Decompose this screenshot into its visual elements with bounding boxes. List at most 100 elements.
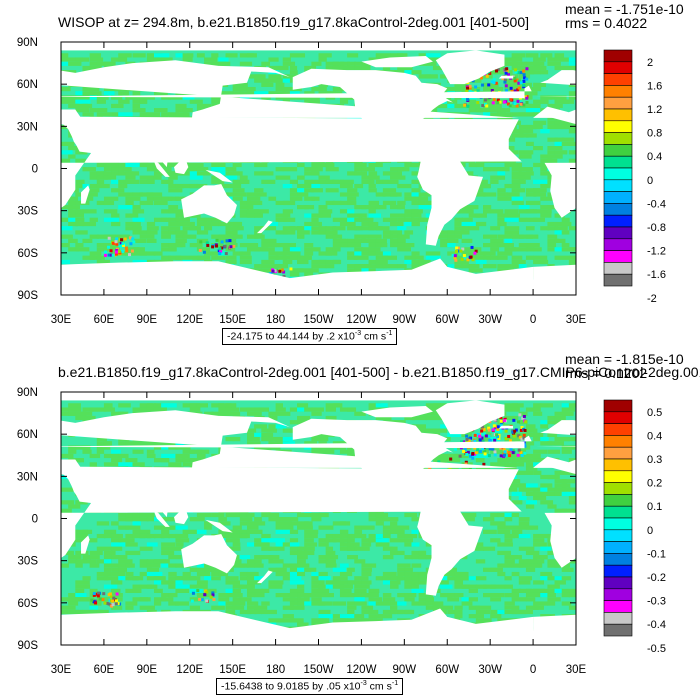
top-hotspot-cell	[470, 245, 474, 249]
bottom-ocean-cell	[118, 555, 128, 560]
top-ocean-cell	[533, 65, 547, 71]
top-ocean-cell	[411, 221, 420, 227]
top-x-tick-label: 30E	[51, 314, 72, 326]
top-ocean-cell	[68, 247, 80, 252]
bottom-colorbar-swatch	[603, 541, 633, 554]
top-ocean-cell	[497, 108, 511, 113]
bottom-ocean-cell	[533, 605, 544, 610]
bottom-ocean-cell	[504, 462, 518, 467]
top-ocean-cell	[447, 242, 456, 248]
top-ocean-cell	[418, 259, 431, 265]
top-ocean-cell	[461, 171, 474, 176]
top-ocean-cell	[96, 242, 110, 248]
bottom-hotspot-cell	[496, 428, 500, 432]
top-ocean-cell	[239, 205, 254, 210]
bottom-land-arctic-islands	[361, 406, 433, 418]
bottom-hotspot-cell	[211, 593, 215, 597]
top-ocean-cell	[518, 150, 534, 155]
top-colorbar-label: -0.4	[647, 198, 666, 210]
top-ocean-cell	[339, 61, 350, 66]
top-ocean-cell	[504, 57, 517, 62]
bottom-land-uk	[61, 435, 532, 449]
top-ocean-cell	[275, 230, 288, 235]
top-ocean-cell	[68, 200, 82, 206]
bottom-ocean-cell	[404, 597, 415, 602]
top-ocean-cell	[332, 226, 346, 231]
bottom-hotspot-cell	[102, 592, 106, 596]
top-ocean-cell	[118, 234, 130, 239]
top-ocean-cell	[332, 91, 343, 96]
top-ocean-cell	[225, 167, 237, 172]
top-ocean-cell	[318, 91, 332, 96]
top-ocean-cell	[132, 247, 145, 252]
top-ocean-cell	[375, 205, 387, 210]
top-ocean-cell	[261, 95, 271, 100]
bottom-ocean-cell	[325, 580, 340, 585]
bottom-hotspot-cell	[487, 428, 491, 432]
top-hotspot-cell	[523, 76, 527, 80]
top-ocean-cell	[540, 259, 549, 265]
top-ocean-cell	[175, 230, 188, 235]
top-ocean-cell	[297, 188, 312, 193]
top-ocean-cell	[382, 65, 391, 71]
bottom-ocean-cell	[254, 407, 265, 412]
top-ocean-cell	[561, 217, 570, 222]
top-ocean-cell	[239, 61, 253, 66]
bottom-ocean-cell	[111, 521, 119, 526]
bottom-ocean-cell	[254, 609, 263, 615]
top-ocean-cell	[454, 82, 468, 87]
top-ocean-cell	[475, 259, 487, 265]
top-x-tick-label: 30W	[478, 314, 502, 326]
bottom-ocean-cell	[246, 411, 262, 416]
bottom-ocean-cell	[361, 609, 373, 615]
bottom-ocean-cell	[254, 592, 265, 598]
top-ocean-cell	[289, 226, 303, 231]
top-ocean-cell	[347, 188, 358, 193]
bottom-ocean-cell	[75, 559, 87, 564]
top-hotspot-cell	[211, 245, 215, 249]
bottom-ocean-cell	[161, 542, 176, 547]
top-ocean-cell	[153, 200, 168, 206]
top-hotspot-cell	[519, 102, 523, 106]
bottom-ocean-cell	[418, 601, 429, 606]
top-ocean-cell	[497, 116, 509, 121]
top-ocean-cell	[153, 251, 163, 256]
top-land-borneo	[689, 159, 700, 174]
bottom-ocean-cell	[225, 512, 234, 518]
bottom-ocean-cell	[554, 508, 568, 513]
top-ocean-cell	[146, 226, 159, 231]
bottom-hotspot-cell	[495, 433, 499, 437]
top-ocean-cell	[382, 217, 398, 222]
top-ocean-cell	[518, 171, 533, 176]
top-colorbar-swatch	[603, 120, 633, 133]
bottom-ocean-cell	[175, 601, 189, 606]
top-ocean-cell	[239, 175, 248, 180]
bottom-hotspot-cell	[465, 434, 469, 438]
top-ocean-cell	[483, 183, 491, 189]
bottom-ocean-cell	[497, 525, 505, 530]
bottom-hotspot-cell	[487, 426, 491, 430]
bottom-ocean-cell	[447, 458, 461, 463]
bottom-hotspot-cell	[465, 437, 469, 441]
top-hotspot-cell	[476, 89, 480, 93]
bottom-ocean-cell	[454, 614, 463, 619]
top-ocean-cell	[454, 255, 464, 260]
top-ocean-cell	[561, 99, 575, 104]
bottom-ocean-cell	[254, 542, 270, 547]
bottom-ocean-cell	[318, 555, 330, 560]
top-ocean-cell	[182, 53, 194, 58]
bottom-ocean-cell	[504, 487, 518, 492]
top-ocean-cell	[125, 200, 134, 206]
bottom-ocean-cell	[318, 571, 328, 577]
top-hotspot-cell	[282, 274, 286, 278]
top-ocean-cell	[304, 205, 315, 210]
bottom-ocean-cell	[111, 542, 126, 547]
bottom-ocean-cell	[318, 592, 334, 598]
top-hotspot-cell	[495, 69, 499, 73]
bottom-ocean-cell	[354, 618, 368, 623]
bottom-ocean-cell	[111, 546, 123, 551]
top-ocean-cell	[89, 57, 104, 62]
top-ocean-cell	[397, 200, 406, 206]
top-ocean-cell	[153, 171, 167, 176]
bottom-ocean-cell	[504, 512, 517, 518]
